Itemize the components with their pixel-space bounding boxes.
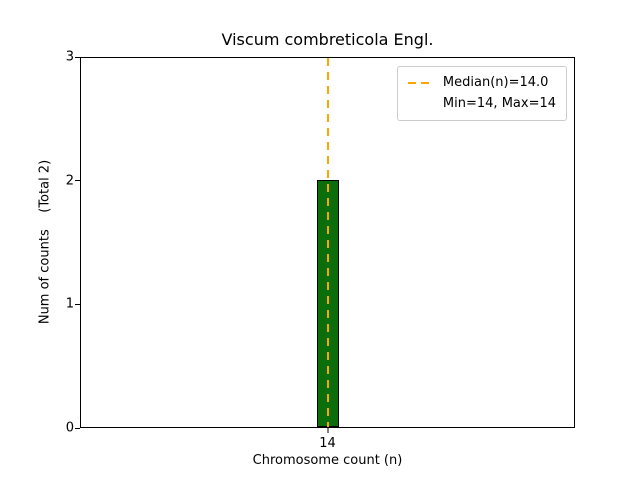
legend-entry: Min=14, Max=14	[408, 96, 556, 112]
plot-area: Median(n)=14.0 Min=14, Max=14	[80, 57, 575, 428]
legend-dashed-line-icon	[407, 82, 434, 84]
legend-label: Min=14, Max=14	[442, 96, 556, 111]
y-tick-label: 3	[65, 49, 74, 65]
y-tick-mark	[75, 180, 80, 182]
legend: Median(n)=14.0 Min=14, Max=14	[396, 66, 567, 121]
legend-empty-marker	[408, 103, 434, 105]
median-line	[326, 58, 329, 427]
y-tick-mark	[75, 427, 80, 429]
y-tick-mark	[75, 303, 80, 305]
x-tick-mark	[327, 428, 328, 433]
y-tick-label: 2	[65, 173, 74, 189]
y-tick-label: 1	[65, 296, 74, 312]
chart-title: Viscum combreticola Engl.	[221, 30, 434, 49]
x-axis-label: Chromosome count (n)	[252, 453, 403, 468]
y-tick-label: 0	[65, 420, 74, 436]
y-tick-mark	[75, 56, 80, 58]
legend-entry: Median(n)=14.0	[407, 75, 556, 91]
x-tick-label: 14	[319, 436, 336, 451]
legend-label: Median(n)=14.0	[442, 75, 549, 90]
